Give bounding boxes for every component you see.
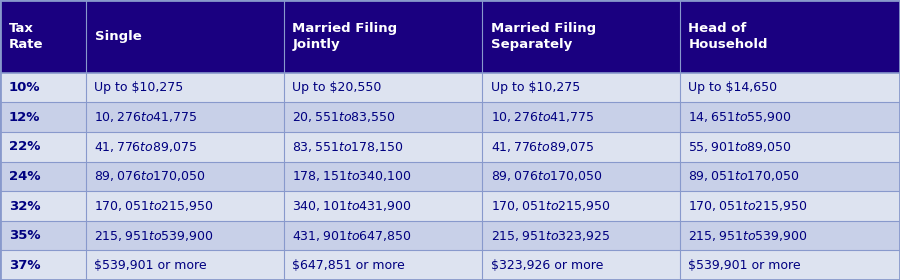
Text: $215,951 to $539,900: $215,951 to $539,900 bbox=[94, 228, 214, 242]
Text: $215,951 to $539,900: $215,951 to $539,900 bbox=[688, 228, 808, 242]
Bar bbox=[0, 102, 900, 132]
Bar bbox=[0, 191, 900, 221]
Text: $431,901 to $647,850: $431,901 to $647,850 bbox=[292, 228, 412, 242]
Text: $170,051 to $215,950: $170,051 to $215,950 bbox=[491, 199, 610, 213]
Text: Up to $14,650: Up to $14,650 bbox=[688, 81, 778, 94]
Text: $539,901 or more: $539,901 or more bbox=[94, 259, 207, 272]
Bar bbox=[0, 73, 900, 102]
Text: 35%: 35% bbox=[9, 229, 40, 242]
Text: Up to $10,275: Up to $10,275 bbox=[491, 81, 580, 94]
Text: 22%: 22% bbox=[9, 140, 40, 153]
Text: $20,551 to $83,550: $20,551 to $83,550 bbox=[292, 110, 396, 124]
Text: $41,776 to $89,075: $41,776 to $89,075 bbox=[94, 140, 198, 154]
Text: $340,101 to $431,900: $340,101 to $431,900 bbox=[292, 199, 412, 213]
Text: 32%: 32% bbox=[9, 200, 40, 213]
Text: 10%: 10% bbox=[9, 81, 40, 94]
Text: Up to $20,550: Up to $20,550 bbox=[292, 81, 382, 94]
Text: $170,051 to $215,950: $170,051 to $215,950 bbox=[94, 199, 214, 213]
Text: $89,076 to $170,050: $89,076 to $170,050 bbox=[94, 169, 206, 183]
Text: Single: Single bbox=[94, 30, 141, 43]
Text: $89,051 to $170,050: $89,051 to $170,050 bbox=[688, 169, 800, 183]
Text: $178,151 to $340,100: $178,151 to $340,100 bbox=[292, 169, 412, 183]
Text: $41,776 to $89,075: $41,776 to $89,075 bbox=[491, 140, 594, 154]
Text: $10,276 to $41,775: $10,276 to $41,775 bbox=[491, 110, 594, 124]
Bar bbox=[0, 162, 900, 191]
Text: $10,276 to $41,775: $10,276 to $41,775 bbox=[94, 110, 198, 124]
Bar bbox=[0, 0, 900, 73]
Text: Married Filing
Jointly: Married Filing Jointly bbox=[292, 22, 398, 51]
Bar bbox=[0, 250, 900, 280]
Text: Married Filing
Separately: Married Filing Separately bbox=[491, 22, 596, 51]
Text: $55,901 to $89,050: $55,901 to $89,050 bbox=[688, 140, 792, 154]
Text: $539,901 or more: $539,901 or more bbox=[688, 259, 801, 272]
Text: $215,951 to $323,925: $215,951 to $323,925 bbox=[491, 228, 609, 242]
Text: $89,076 to $170,050: $89,076 to $170,050 bbox=[491, 169, 602, 183]
Text: 12%: 12% bbox=[9, 111, 40, 124]
Text: 37%: 37% bbox=[9, 259, 40, 272]
Bar bbox=[0, 132, 900, 162]
Text: $83,551 to $178,150: $83,551 to $178,150 bbox=[292, 140, 404, 154]
Text: Head of
Household: Head of Household bbox=[688, 22, 768, 51]
Bar bbox=[0, 221, 900, 250]
Text: $14,651 to $55,900: $14,651 to $55,900 bbox=[688, 110, 792, 124]
Text: Tax
Rate: Tax Rate bbox=[9, 22, 43, 51]
Text: $170,051 to $215,950: $170,051 to $215,950 bbox=[688, 199, 808, 213]
Text: 24%: 24% bbox=[9, 170, 40, 183]
Text: $323,926 or more: $323,926 or more bbox=[491, 259, 603, 272]
Text: $647,851 or more: $647,851 or more bbox=[292, 259, 405, 272]
Text: Up to $10,275: Up to $10,275 bbox=[94, 81, 184, 94]
